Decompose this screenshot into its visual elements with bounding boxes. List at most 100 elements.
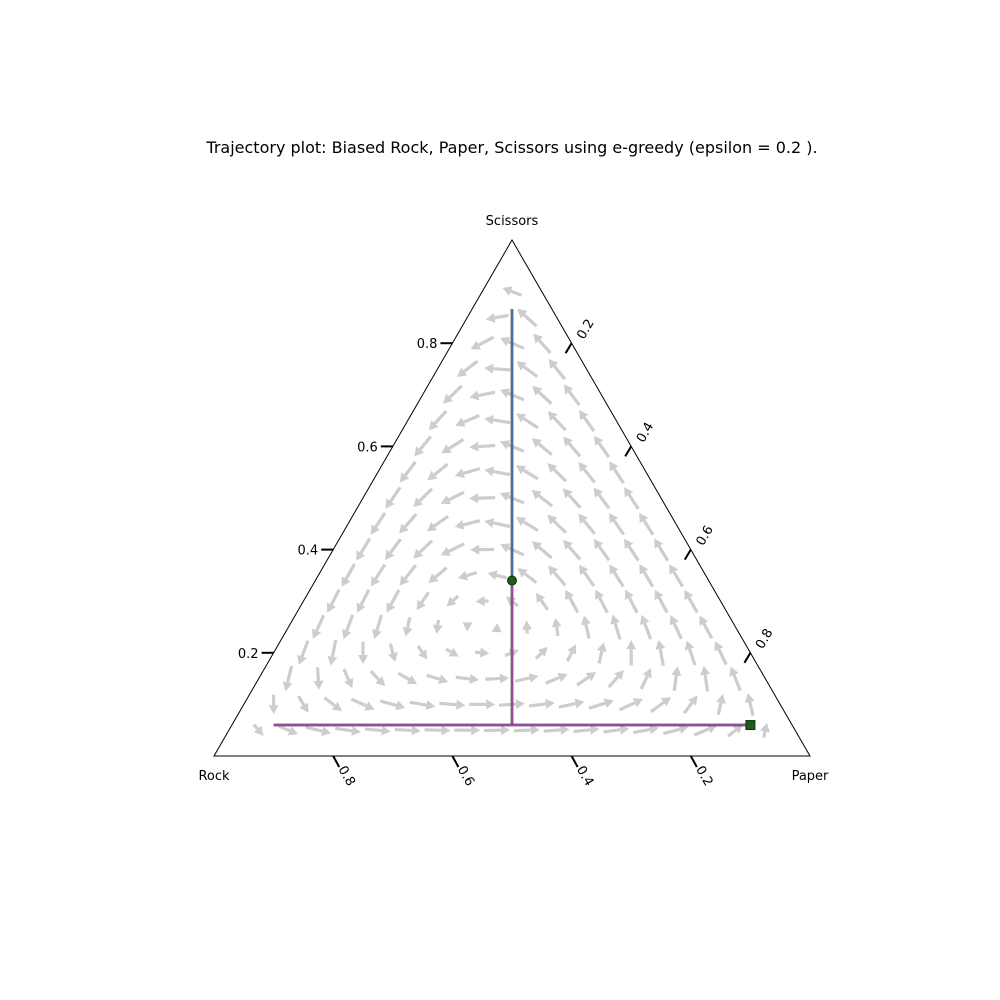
vector-arrow-shaft xyxy=(582,468,596,484)
vector-arrow-head xyxy=(413,548,424,559)
vector-arrow-head xyxy=(563,436,573,447)
vector-arrow-head xyxy=(386,602,396,613)
vector-arrow xyxy=(588,698,614,710)
vector-arrow xyxy=(397,671,418,685)
vector-arrow xyxy=(441,438,465,454)
vector-arrow-head xyxy=(502,286,513,296)
vector-arrow xyxy=(454,519,481,530)
vector-arrow xyxy=(640,614,653,640)
vector-arrow-head xyxy=(574,698,585,709)
vector-arrow-head xyxy=(660,697,671,707)
vector-arrow-shaft xyxy=(394,727,412,733)
vector-arrow xyxy=(356,588,371,613)
vector-arrow-shaft xyxy=(687,596,699,614)
vector-arrow-shaft xyxy=(439,701,457,707)
vector-arrow-head xyxy=(395,700,406,711)
vector-arrow-shaft xyxy=(436,619,441,626)
vector-arrow-head xyxy=(428,420,439,431)
vector-arrow-head xyxy=(425,700,436,710)
vector-arrow-shaft xyxy=(588,701,606,710)
simplex-frame xyxy=(213,239,811,757)
vector-arrow-shaft xyxy=(703,674,710,692)
vector-arrow-head xyxy=(327,655,338,666)
vector-arrow xyxy=(470,335,495,350)
vector-arrow-head xyxy=(669,615,679,626)
vector-arrow-head xyxy=(593,487,604,498)
vector-arrow-shaft xyxy=(252,723,259,731)
vector-arrow xyxy=(528,698,555,709)
vector-arrow-shaft xyxy=(485,676,501,681)
vector-arrow-shaft xyxy=(598,596,609,614)
vector-arrow-shaft xyxy=(445,647,452,654)
vector-arrow-head xyxy=(585,672,597,682)
vector-arrow-head xyxy=(515,516,527,526)
vector-arrow-head xyxy=(547,514,558,525)
vector-arrow xyxy=(350,697,375,711)
vector-arrow-head xyxy=(499,673,509,684)
vector-arrow xyxy=(386,589,401,613)
scissors-tick-label: 0.4 xyxy=(298,544,319,559)
vector-arrow-head xyxy=(594,435,604,446)
rock-tick xyxy=(689,755,698,768)
vector-arrow-shaft xyxy=(672,622,683,640)
vector-arrow xyxy=(716,694,726,716)
vector-arrow-shaft xyxy=(633,727,651,735)
vector-arrow xyxy=(313,667,324,690)
vector-arrow-shaft xyxy=(727,728,737,738)
vector-arrow xyxy=(593,487,611,510)
vector-arrow xyxy=(624,487,640,510)
axis-ticks: 0.2 0.4 0.6 0.8 0.2 0.4 0.6 0.8 0.2 0.4 0.6 0.8 xyxy=(238,317,777,789)
vector-arrow-shaft xyxy=(543,728,561,733)
vector-arrow-shaft xyxy=(463,359,479,373)
vector-arrow-head xyxy=(684,589,694,601)
vector-arrow-head xyxy=(515,465,527,475)
vector-arrow-shaft xyxy=(300,640,310,658)
vector-arrow-head xyxy=(469,441,479,452)
vector-arrow-shaft xyxy=(573,728,591,734)
vector-arrow xyxy=(388,643,398,662)
vector-arrow-head xyxy=(624,589,634,600)
vector-arrow-shaft xyxy=(492,469,511,477)
vector-arrow-shaft xyxy=(627,493,640,510)
vector-arrow xyxy=(470,544,495,555)
vector-arrow xyxy=(671,666,682,691)
vector-arrow-shaft xyxy=(494,313,509,320)
vector-arrow xyxy=(439,699,466,710)
vector-arrow-shaft xyxy=(389,589,401,606)
vector-arrow-shaft xyxy=(466,570,478,578)
vector-arrow-shaft xyxy=(452,594,460,602)
corner-label-paper: Paper xyxy=(792,769,829,784)
corner-label-scissors: Scissors xyxy=(486,214,539,229)
vector-arrow-shaft xyxy=(433,409,448,425)
vector-arrow-head xyxy=(528,673,539,683)
vector-arrow-head xyxy=(344,677,354,689)
vector-arrow-head xyxy=(381,725,391,736)
vector-arrow xyxy=(547,463,568,483)
scissors-tick-label: 0.8 xyxy=(417,337,438,352)
vector-arrow-head xyxy=(441,444,452,454)
vector-arrow-shaft xyxy=(448,384,463,399)
vector-arrow-shaft xyxy=(522,468,539,481)
trajectories xyxy=(273,309,751,727)
vector-arrow-shaft xyxy=(567,442,582,458)
vector-arrow-head xyxy=(532,385,543,396)
vector-arrow-head xyxy=(399,472,410,483)
vector-arrow-shaft xyxy=(285,665,294,683)
vector-arrow-shaft xyxy=(478,443,496,449)
vector-arrow-head xyxy=(678,724,689,734)
vector-arrow xyxy=(446,594,460,607)
vector-arrow xyxy=(650,697,671,714)
rock-tick xyxy=(332,755,341,768)
vector-arrow-shaft xyxy=(374,563,387,580)
vector-arrow-shaft xyxy=(305,725,323,733)
vector-arrow-shaft xyxy=(702,622,714,640)
vector-arrow-shaft xyxy=(448,542,465,553)
vector-arrow-shaft xyxy=(555,626,560,637)
vector-arrow-head xyxy=(609,564,619,575)
vector-arrow xyxy=(409,700,436,710)
vector-arrow-head xyxy=(522,620,533,630)
vector-arrow xyxy=(278,724,298,736)
vector-arrow-shaft xyxy=(717,648,728,666)
vector-arrow-shaft xyxy=(537,442,553,456)
vector-arrow-head xyxy=(375,676,386,687)
